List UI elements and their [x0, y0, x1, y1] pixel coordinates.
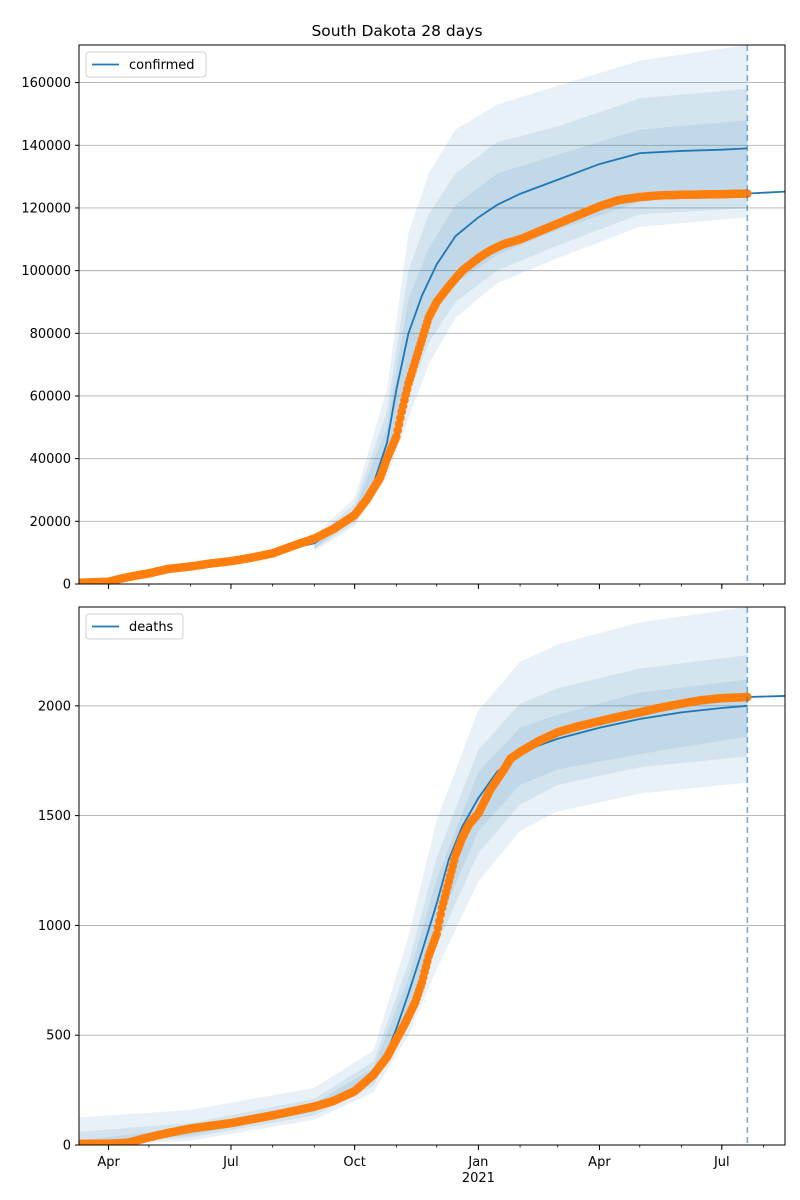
legend: deaths [85, 613, 184, 640]
uncertainty-band-inner [79, 679, 748, 1145]
x-tick-label: Apr [97, 1155, 120, 1170]
observed-point [433, 923, 443, 932]
uncertainty-band-middle [314, 88, 748, 550]
axes-frame [78, 44, 786, 585]
uncertainty-band-middle [79, 655, 748, 1145]
legend-box [85, 613, 184, 640]
x-year-label: 2021 [462, 1171, 495, 1186]
legend-box [85, 51, 207, 78]
x-tick-label: Apr [588, 1155, 611, 1170]
y-tick-label: 140000 [21, 139, 71, 154]
y-tick-label: 500 [46, 1029, 71, 1044]
observed-point [435, 916, 444, 926]
y-tick-label: 80000 [30, 327, 71, 342]
x-tick-label: Oct [343, 1155, 365, 1170]
legend-label: confirmed [129, 58, 195, 73]
legend: confirmed [85, 51, 207, 78]
plot-area [79, 607, 785, 1145]
uncertainty-band-outer [314, 45, 748, 552]
observed-point [436, 910, 446, 919]
forecast-line [747, 190, 785, 195]
x-tick-label: Jan [467, 1155, 488, 1170]
y-tick-label: 40000 [30, 452, 71, 467]
chart-title: South Dakota 28 days [311, 22, 482, 40]
uncertainty-band-outer [79, 607, 748, 1145]
plot-area [79, 45, 785, 584]
observed-series [79, 692, 752, 1145]
observed-point [432, 929, 442, 939]
y-tick-label: 60000 [30, 389, 71, 404]
observed-series [79, 189, 752, 584]
legend-label: deaths [129, 620, 174, 635]
y-tick-label: 100000 [21, 264, 71, 279]
y-tick-label: 2000 [38, 699, 71, 714]
x-tick-label: Jul [222, 1155, 239, 1170]
x-tick-label: Jul [713, 1155, 730, 1170]
axes-frame [78, 606, 786, 1146]
y-tick-label: 0 [63, 578, 71, 593]
observed-point [743, 189, 752, 198]
y-tick-label: 0 [63, 1139, 71, 1154]
y-tick-label: 1500 [38, 809, 71, 824]
confirmed-panel: 0 20000 40000 60000 80000 100000 120000 140000 1… [21, 44, 786, 593]
y-tick-label: 160000 [21, 76, 71, 91]
y-tick-label: 1000 [38, 919, 71, 934]
y-tick-label: 20000 [30, 515, 71, 530]
y-tick-label: 120000 [21, 201, 71, 216]
deaths-panel: 0 500 1000 1500 2000 Apr Jul Oct Jan Apr Jul 2021 de… [38, 606, 786, 1186]
forecast-line [747, 695, 785, 698]
